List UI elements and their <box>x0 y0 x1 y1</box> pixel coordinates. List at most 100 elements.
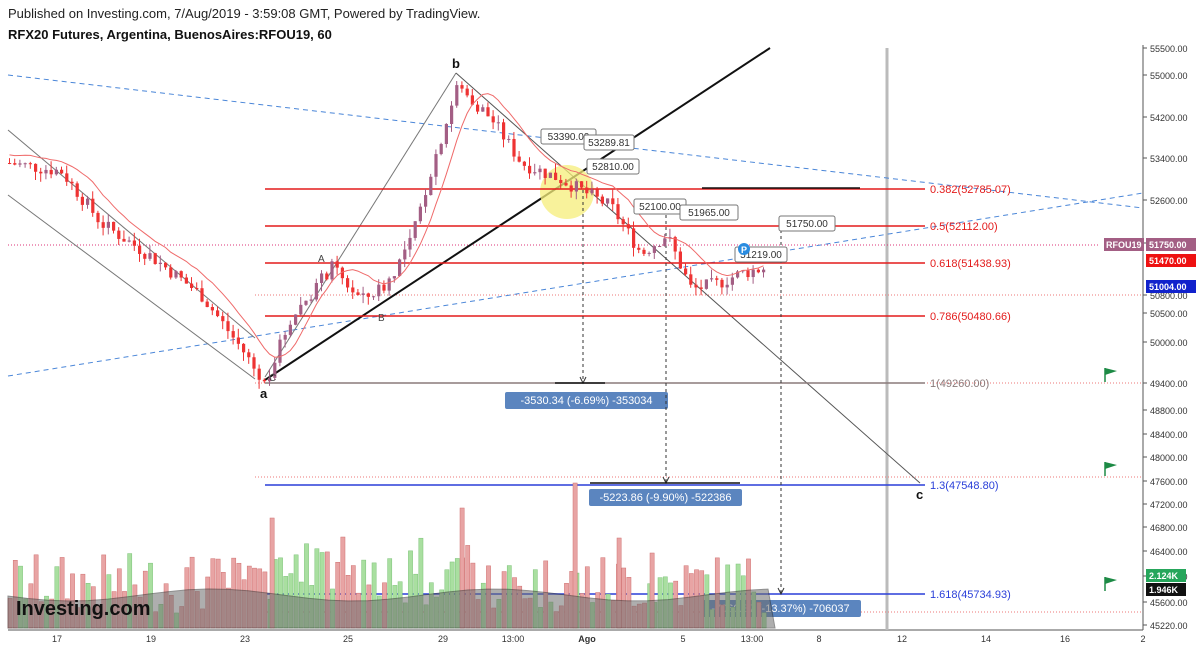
wave-ab-line[interactable] <box>264 72 457 378</box>
price-tick-label: 53400.00 <box>1150 154 1188 164</box>
candle-body <box>117 230 121 239</box>
candle-body <box>195 287 199 289</box>
price-tick-label: 50000.00 <box>1150 338 1188 348</box>
fib-label: 1.3(47548.80) <box>930 480 999 492</box>
pin-marker-icon[interactable] <box>738 243 750 255</box>
candle-body <box>642 249 646 254</box>
pin-letter: P <box>741 245 747 255</box>
candle-body <box>200 288 204 302</box>
measure-box <box>505 392 668 409</box>
candle-body <box>340 267 344 279</box>
candle-body <box>184 277 188 284</box>
volume-tag-label: 1.946K <box>1149 585 1179 595</box>
candle-body <box>13 163 17 165</box>
candle-body <box>288 324 292 335</box>
candle-body <box>60 169 64 174</box>
candle-body <box>242 343 246 353</box>
candle-body <box>413 221 417 238</box>
candle-body <box>39 171 43 174</box>
flag-icon[interactable] <box>1104 577 1117 591</box>
symbol-tag-label: RFOU19 <box>1106 240 1142 250</box>
candle-body <box>507 138 511 140</box>
symbol-tag <box>1104 238 1144 251</box>
measure-box <box>589 489 742 506</box>
candle-body <box>470 95 474 105</box>
bold-trend-line[interactable] <box>264 47 771 381</box>
price-tick-label: 55500.00 <box>1150 44 1188 54</box>
candle-body <box>434 154 438 177</box>
candle-body <box>236 337 240 344</box>
time-tick-label: 13:00 <box>741 634 764 644</box>
wave-label-a: a <box>260 386 268 401</box>
flag-icon[interactable] <box>1104 368 1117 382</box>
volume-tag <box>1146 583 1186 596</box>
candle-body <box>403 249 407 260</box>
candle-body <box>143 253 147 259</box>
candle-body <box>164 262 168 268</box>
wave-bc-line[interactable] <box>455 72 921 484</box>
candle-body <box>80 196 84 205</box>
channel-line-upper[interactable] <box>7 129 256 339</box>
wave-label-b: b <box>452 56 460 71</box>
time-tick-label: 29 <box>438 634 448 644</box>
candle-body <box>153 253 157 265</box>
candle-body <box>637 247 641 250</box>
candle-body <box>65 173 69 182</box>
candle-body <box>278 339 282 363</box>
price-note-label: 51219.00 <box>740 250 782 261</box>
price-note-box <box>583 134 635 151</box>
lower-trend-line[interactable] <box>7 192 1144 377</box>
candle-body <box>548 172 552 178</box>
candle-body <box>283 334 287 340</box>
symbol-title: RFX20 Futures, Argentina, BuenosAires:RF… <box>8 27 332 42</box>
candle-body <box>678 251 682 269</box>
candle-body <box>190 283 194 288</box>
candle-body <box>34 163 38 172</box>
candle-body <box>673 237 677 252</box>
candle-body <box>543 168 547 178</box>
published-line: Published on Investing.com, 7/Aug/2019 -… <box>8 6 481 21</box>
candle-body <box>268 377 272 382</box>
price-tick-label: 45600.00 <box>1150 598 1188 608</box>
candle-body <box>335 261 339 268</box>
price-tick-label: 48000.00 <box>1150 453 1188 463</box>
candle-body <box>455 85 459 106</box>
candle-body <box>554 172 558 180</box>
candle-body <box>101 222 105 228</box>
candle-body <box>179 271 183 278</box>
candle-body <box>694 284 698 288</box>
candle-body <box>304 300 308 305</box>
flag-icon[interactable] <box>1104 462 1117 476</box>
candle-body <box>247 352 251 358</box>
price-tick-label: 48800.00 <box>1150 406 1188 416</box>
candle-body <box>398 259 402 277</box>
price-tick-label: 49400.00 <box>1150 379 1188 389</box>
candle-body <box>746 270 750 278</box>
fib-retracement[interactable]: 0.382(52785.07) 0.5(52112.00) 0.618(51438.… <box>265 184 1011 601</box>
candle-body <box>262 379 266 382</box>
candle-body <box>205 301 209 308</box>
time-tick-label: 5 <box>680 634 685 644</box>
measure-tools[interactable]: -3530.34 (-6.69%) -353034 -5223.86 (-9.90… <box>505 190 861 617</box>
price-tag <box>1146 238 1196 251</box>
candle-body <box>574 181 578 192</box>
candle-body <box>112 221 116 231</box>
candle-body <box>595 189 599 197</box>
candle-body <box>351 287 355 293</box>
candle-body <box>444 123 448 145</box>
candle-body <box>559 179 563 184</box>
price-tick-label: 45220.00 <box>1150 621 1188 631</box>
channel-line-lower[interactable] <box>7 194 256 380</box>
measure-label: -5223.86 (-9.90%) -522386 <box>599 492 731 504</box>
candle-body <box>632 228 636 248</box>
fib-label: 1(49260.00) <box>930 378 989 390</box>
price-note-label: 52810.00 <box>592 162 634 173</box>
wave-label-B: B <box>378 313 385 324</box>
candle-body <box>699 287 703 289</box>
candle-body <box>606 198 610 204</box>
time-tick-label: 14 <box>981 634 991 644</box>
candle-body <box>8 163 12 164</box>
price-note-box <box>586 158 640 175</box>
